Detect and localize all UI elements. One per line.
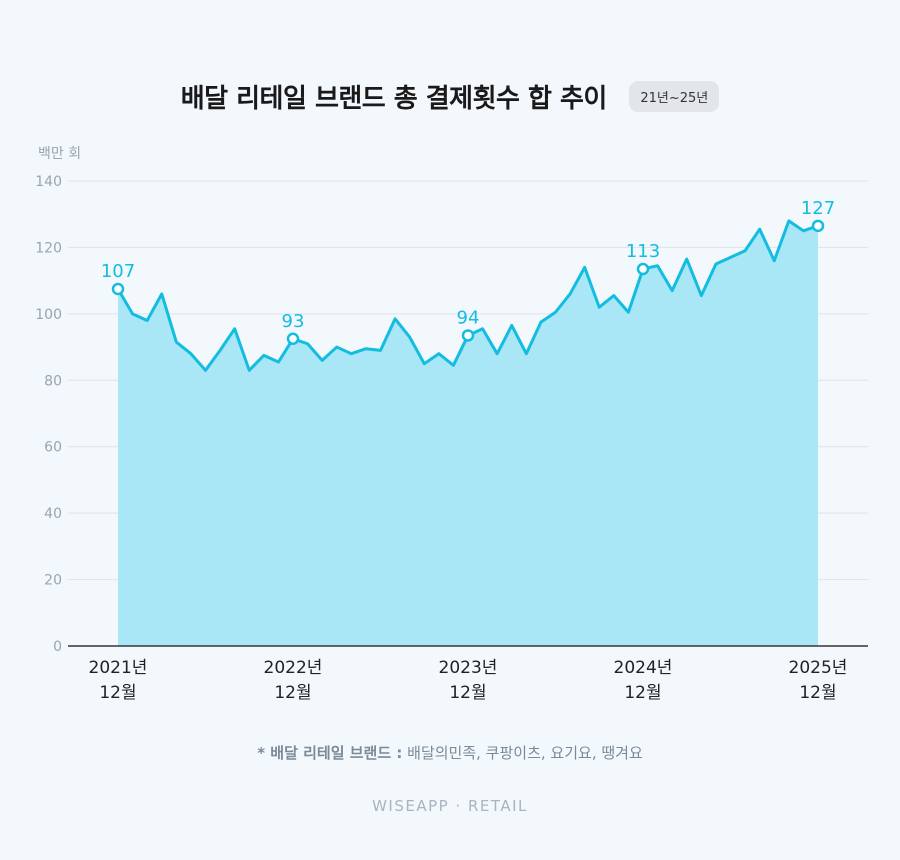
y-tick-label: 100: [35, 307, 62, 323]
brand-mark: WISEAPP · RETAIL: [372, 797, 528, 815]
data-label: 127: [801, 198, 835, 219]
y-tick-label: 140: [35, 174, 62, 190]
data-point-marker: [461, 329, 475, 342]
area-fill: [118, 220, 818, 647]
y-tick-label: 40: [44, 506, 62, 522]
payment-count-area-chart: 백만 회 0 20 40 60 80 100 120 140 107 93 94 113 127 2021년…: [35, 146, 868, 703]
chart-title: 배달 리테일 브랜드 총 결제횟수 합 추이 21년~25년: [0, 78, 900, 115]
data-label: 94: [457, 307, 480, 328]
x-tick-label-year: 2025년: [789, 658, 848, 678]
period-badge: 21년~25년: [629, 81, 720, 112]
footnote-text: 배달의민족, 쿠팡이츠, 요기요, 땡겨요: [407, 744, 643, 762]
x-tick-label-month: 12월: [274, 683, 311, 703]
y-axis-label: 백만 회: [38, 146, 81, 162]
data-point-marker: [286, 332, 300, 346]
chart-title-text: 배달 리테일 브랜드 총 결제횟수 합 추이: [180, 84, 608, 114]
y-tick-label: 120: [35, 240, 62, 256]
data-point-marker: [811, 219, 825, 233]
data-label: 107: [101, 261, 135, 282]
y-tick-label: 0: [53, 639, 62, 655]
x-tick-label-month: 12월: [449, 683, 486, 703]
x-tick-label-year: 2024년: [614, 658, 673, 678]
footnote: * 배달 리테일 브랜드 : 배달의민족, 쿠팡이츠, 요기요, 땡겨요: [0, 742, 900, 763]
x-tick-label-year: 2023년: [439, 658, 498, 678]
data-label: 93: [282, 311, 305, 332]
footnote-prefix: * 배달 리테일 브랜드 :: [257, 744, 403, 762]
y-tick-label: 60: [44, 440, 62, 456]
x-tick-label-year: 2021년: [89, 658, 148, 678]
y-tick-label: 80: [44, 373, 62, 389]
data-label: 113: [626, 241, 660, 262]
data-point-marker: [636, 262, 650, 276]
y-tick-label: 20: [44, 573, 62, 589]
x-tick-label-month: 12월: [99, 683, 136, 703]
x-tick-label-month: 12월: [799, 683, 836, 703]
data-point-marker: [111, 282, 125, 296]
x-tick-label-year: 2022년: [264, 658, 323, 678]
x-tick-label-month: 12월: [624, 683, 661, 703]
